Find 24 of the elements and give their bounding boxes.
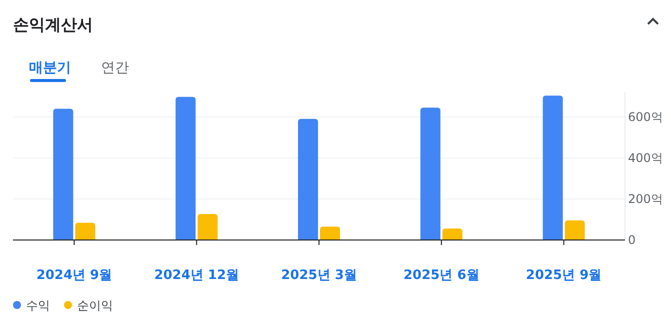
x-tick-label: 2025년 6월 (404, 268, 480, 283)
bar (542, 96, 563, 240)
text: 연간 (101, 60, 129, 76)
bar (420, 108, 440, 240)
bar (176, 96, 196, 240)
chart-title: 손익계산서 (13, 15, 93, 34)
bar (53, 108, 74, 240)
y-tick-label: 400억 (628, 151, 663, 165)
legend-label: 수익 (26, 298, 50, 312)
y-tick-label: 200억 (628, 192, 663, 206)
text: 매분기 (29, 60, 71, 76)
x-tick-label: 2025년 3월 (281, 268, 357, 283)
bar (320, 226, 340, 240)
bar (564, 220, 585, 240)
y-tick-label: 0 (628, 233, 636, 247)
y-tick-label: 600억 (628, 110, 663, 124)
bar (442, 228, 462, 240)
x-tick-label: 2025년 9월 (526, 268, 602, 283)
bar (298, 118, 318, 240)
bar (75, 222, 96, 240)
bar (198, 214, 218, 240)
legend-label: 순이익 (77, 298, 113, 312)
x-tick-label: 2024년 12월 (154, 268, 240, 283)
x-tick-label: 2024년 9월 (36, 268, 112, 283)
